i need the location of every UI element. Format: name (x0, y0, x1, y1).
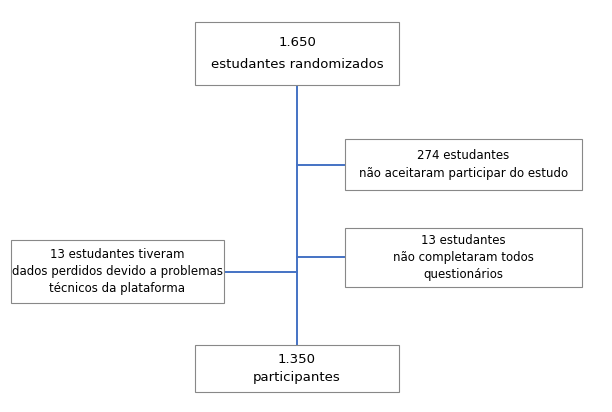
Text: 13 estudantes: 13 estudantes (421, 234, 506, 247)
FancyBboxPatch shape (345, 139, 582, 190)
Text: 13 estudantes tiveram: 13 estudantes tiveram (50, 248, 185, 261)
Text: não aceitaram participar do estudo: não aceitaram participar do estudo (359, 167, 568, 180)
FancyBboxPatch shape (11, 240, 224, 303)
Text: técnicos da plataforma: técnicos da plataforma (50, 282, 185, 295)
Text: questionários: questionários (424, 268, 504, 281)
Text: 1.350: 1.350 (278, 353, 316, 366)
FancyBboxPatch shape (195, 345, 399, 392)
Text: 274 estudantes: 274 estudantes (417, 149, 510, 162)
FancyBboxPatch shape (195, 22, 399, 85)
Text: participantes: participantes (253, 371, 341, 384)
FancyBboxPatch shape (345, 228, 582, 287)
Text: estudantes randomizados: estudantes randomizados (211, 58, 383, 71)
Text: dados perdidos devido a problemas: dados perdidos devido a problemas (12, 265, 223, 278)
Text: 1.650: 1.650 (278, 36, 316, 49)
Text: não completaram todos: não completaram todos (393, 251, 534, 264)
